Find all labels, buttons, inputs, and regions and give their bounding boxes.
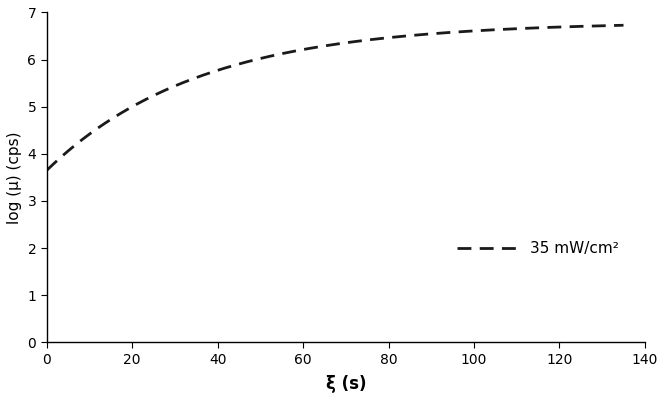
- Legend: 35 mW/cm²: 35 mW/cm²: [451, 235, 625, 262]
- X-axis label: ξ (s): ξ (s): [326, 375, 366, 393]
- Y-axis label: log (μ) (cps): log (μ) (cps): [7, 131, 22, 224]
